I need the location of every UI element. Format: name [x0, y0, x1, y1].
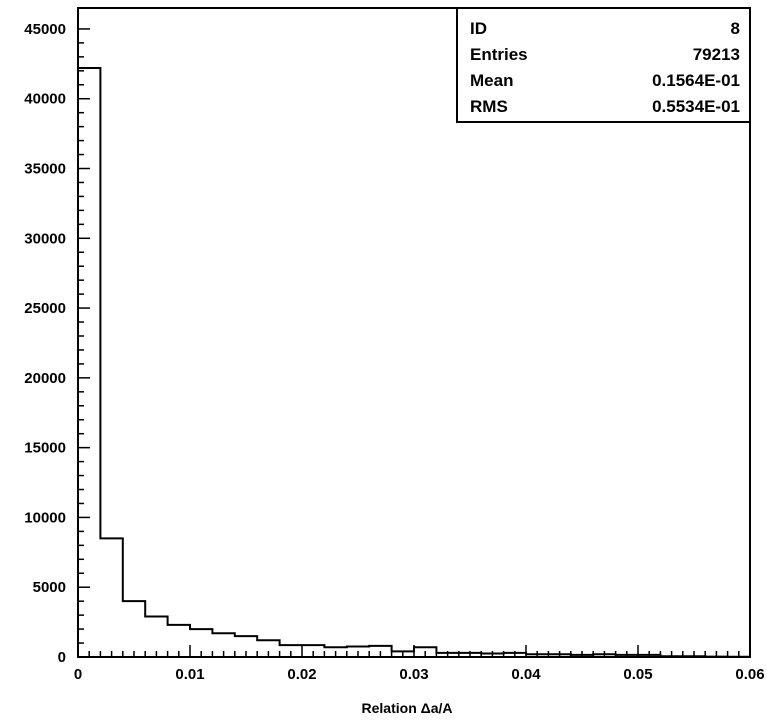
stats-box-frame — [456, 7, 751, 123]
histogram-bin — [78, 68, 100, 657]
y-tick-label: 25000 — [24, 300, 66, 317]
x-tick-label: 0.04 — [511, 666, 541, 683]
stats-value-mean: 0.1564E-01 — [652, 71, 740, 90]
stats-box: ID 8 Entries 79213 Mean 0.1564E-01 RMS 0… — [456, 7, 751, 123]
x-tick-label: 0.01 — [175, 666, 204, 683]
y-tick-label: 20000 — [24, 370, 66, 387]
y-axis: 0 5000 10000 15000 20000 25000 30000 35000 40000… — [24, 21, 90, 666]
stats-label-rms: RMS — [470, 97, 508, 116]
x-tick-label: 0.05 — [623, 666, 652, 683]
stats-value-rms: 0.5534E-01 — [652, 97, 740, 116]
x-axis: 0 0.01 0.02 0.03 0.04 0.05 0.06 — [74, 645, 765, 683]
histogram-bin — [145, 617, 167, 657]
y-tick-label: 30000 — [24, 230, 66, 247]
histogram-bins — [78, 68, 750, 657]
stats-label-mean: Mean — [470, 71, 513, 90]
x-axis-label: Relation Δa/A — [362, 700, 453, 716]
y-tick-label: 45000 — [24, 21, 66, 38]
y-tick-label: 15000 — [24, 440, 66, 457]
y-tick-label: 0 — [58, 649, 66, 666]
stats-label-entries: Entries — [470, 45, 528, 64]
x-tick-label: 0 — [74, 666, 82, 683]
x-tick-label: 0.03 — [399, 666, 428, 683]
histogram-outline — [77, 67, 751, 658]
x-tick-label: 0.02 — [287, 666, 316, 683]
histogram-bin — [123, 601, 145, 657]
y-tick-label: 40000 — [24, 91, 66, 108]
y-tick-label: 35000 — [24, 161, 66, 178]
y-tick-label: 5000 — [33, 579, 66, 596]
stats-value-entries: 79213 — [693, 45, 740, 64]
histogram-bin — [100, 538, 122, 657]
y-tick-label: 10000 — [24, 509, 66, 526]
x-tick-label: 0.06 — [735, 666, 764, 683]
stats-label-id: ID — [470, 19, 487, 38]
stats-value-id: 8 — [731, 19, 740, 38]
